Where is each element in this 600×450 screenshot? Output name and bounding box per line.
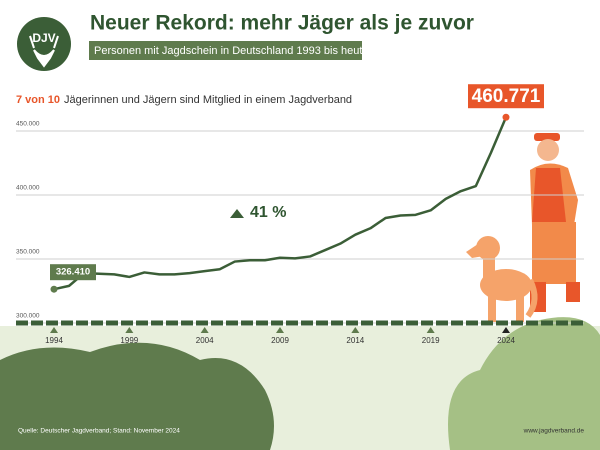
note-text: Jägerinnen und Jägern sind Mitglied in e… [64,94,352,106]
logo-circle [17,17,71,71]
x-tick-label: 2019 [422,336,440,345]
value-label: 460.771 [472,86,541,107]
chart-title: Neuer Rekord: mehr Jäger als je zuvor [90,12,474,35]
up-triangle [230,209,244,218]
annotation: 41 % [250,204,286,221]
x-tick-label: 1999 [120,336,138,345]
x-tick-label: 2024 [497,336,515,345]
y-tick-label: 350.000 [16,249,40,256]
subtitle-box [89,41,362,60]
x-tick [276,327,284,333]
x-tick [200,327,209,333]
label-box [50,264,96,281]
note: 7 von 10 Jägerinnen und Jägern sind Mitgl… [16,94,352,106]
y-tick-label: 300.000 [16,313,40,320]
x-tick [351,327,360,333]
source: Quelle: Deutscher Jagdverband; Stand: No… [18,428,180,435]
subtitle: Personen mit Jagdschein in Deutschland 1… [94,45,369,57]
point [50,285,58,293]
website: www.jagdverband.de [523,428,585,435]
illustration [466,133,580,322]
logo-text: DJV [32,31,55,45]
label-box [468,84,544,109]
x-tick-label: 1994 [45,336,63,345]
y-tick-label: 400.000 [16,185,40,192]
y-tick-label: 450.000 [16,121,40,128]
x-tick-label: 2009 [271,336,289,345]
value-label: 326.410 [56,267,90,278]
x-tick [50,327,58,333]
x-tick [125,327,134,333]
x-tick-label: 2014 [346,336,364,345]
note-highlight: 7 von 10 [16,94,60,106]
logo-deer [29,35,59,68]
hill [0,342,274,450]
x-tick [426,327,435,333]
line [53,116,508,291]
x-tick [502,327,510,333]
point [502,113,510,121]
x-tick-label: 2004 [196,336,214,345]
hill [448,317,600,450]
